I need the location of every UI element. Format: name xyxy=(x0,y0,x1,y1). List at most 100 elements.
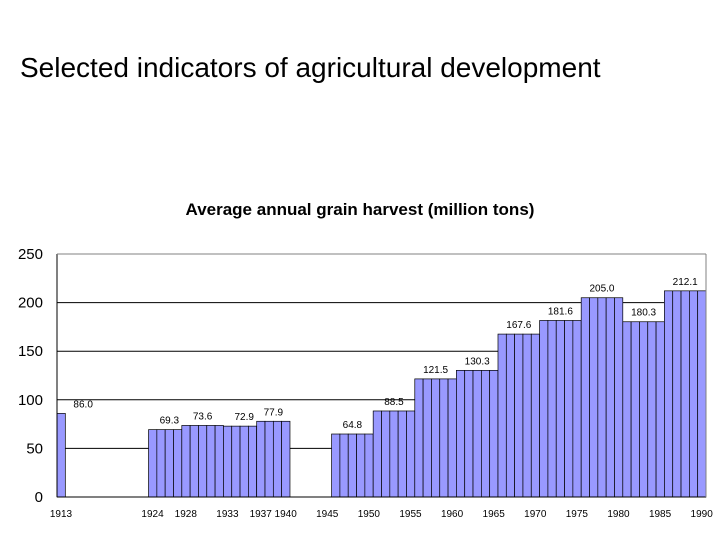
x-tick-label-1928: 1928 xyxy=(175,509,198,520)
bar-1940 xyxy=(281,420,291,498)
bar-1962 xyxy=(464,369,474,498)
bar-1938 xyxy=(264,420,274,498)
bar-1989 xyxy=(689,290,699,498)
bar-1988 xyxy=(680,290,690,498)
x-tick-label-1990: 1990 xyxy=(691,509,714,520)
data-label-8: 130.3 xyxy=(465,356,490,367)
x-tick-label-1933: 1933 xyxy=(216,509,239,520)
bar-1984 xyxy=(647,321,657,498)
bar-1929 xyxy=(189,425,199,498)
x-tick-labels: 1913 1924 1928 1933 1937 1940 1945 1950 1955 1960… xyxy=(50,509,713,520)
data-label-12: 180.3 xyxy=(631,308,656,319)
data-label-9: 167.6 xyxy=(506,320,531,331)
bar-1950 xyxy=(364,433,374,498)
slide-title: Selected indicators of agricultural deve… xyxy=(20,52,601,83)
data-label-4: 77.9 xyxy=(264,407,284,418)
x-tick-label-1950: 1950 xyxy=(358,509,381,520)
bar-1983 xyxy=(639,321,649,498)
bar-1949 xyxy=(356,433,366,498)
x-tick-label-1960: 1960 xyxy=(441,509,464,520)
axes xyxy=(56,253,707,498)
x-tick-label-1924: 1924 xyxy=(141,509,164,520)
bar-1936 xyxy=(248,425,258,498)
x-tick-label-1940: 1940 xyxy=(275,509,298,520)
bar-1957 xyxy=(422,378,432,498)
bar-1972 xyxy=(547,320,557,498)
data-label-11: 205.0 xyxy=(589,284,614,295)
data-label-13: 212.1 xyxy=(673,277,698,288)
bar-1970 xyxy=(530,333,540,498)
bar-1924 xyxy=(148,429,158,498)
bar-1969 xyxy=(522,333,532,498)
data-label-6: 88.5 xyxy=(384,397,404,408)
y-tick-label-50: 50 xyxy=(26,440,43,457)
bar-1955 xyxy=(406,410,416,498)
bar-1925 xyxy=(156,429,166,498)
data-label-2: 73.6 xyxy=(193,411,213,422)
bar-1956 xyxy=(414,378,424,498)
bar-1964 xyxy=(480,369,491,498)
bar-1948 xyxy=(347,433,357,498)
y-tick-label-250: 250 xyxy=(18,246,43,263)
x-tick-label-1937: 1937 xyxy=(250,509,273,520)
x-tick-label-1975: 1975 xyxy=(566,509,589,520)
bar-1952 xyxy=(381,410,391,498)
bar-1966 xyxy=(497,333,507,498)
x-tick-label-1980: 1980 xyxy=(607,509,630,520)
y-tick-labels: 0 50 100 150 200 250 xyxy=(18,246,43,506)
bar-1975 xyxy=(572,320,582,498)
bar-1980 xyxy=(614,297,624,498)
bar-1965 xyxy=(489,369,499,498)
x-tick-label-1945: 1945 xyxy=(316,509,339,520)
bar-1937 xyxy=(256,420,266,498)
x-tick-label-1965: 1965 xyxy=(483,509,506,520)
y-tick-label-100: 100 xyxy=(18,392,43,409)
bar-1967 xyxy=(505,333,515,498)
data-label-3: 72.9 xyxy=(234,412,254,423)
data-labels: 86.0 69.3 73.6 72.9 77.9 64.8 88.5 121.5 130.3 16… xyxy=(73,277,698,431)
bar-1987 xyxy=(672,290,682,498)
bar-1927 xyxy=(173,429,183,498)
data-label-1: 69.3 xyxy=(160,416,180,427)
bar-1953 xyxy=(389,410,399,498)
x-tick-label-1985: 1985 xyxy=(649,509,672,520)
data-label-0: 86.0 xyxy=(73,399,93,410)
bar-1930 xyxy=(198,425,208,498)
bar-1978 xyxy=(597,297,607,498)
bar-1951 xyxy=(372,410,382,498)
bars xyxy=(56,290,707,498)
bar-1928 xyxy=(181,425,191,498)
bar-1959 xyxy=(439,378,449,498)
bar-1973 xyxy=(555,320,565,498)
bar-1990 xyxy=(697,290,707,498)
bar-1971 xyxy=(539,320,549,498)
y-tick-label-200: 200 xyxy=(18,295,43,312)
bar-1977 xyxy=(589,297,599,498)
bar-1954 xyxy=(397,410,407,498)
data-label-7: 121.5 xyxy=(423,365,448,376)
bar-1986 xyxy=(664,290,674,498)
bar-1968 xyxy=(514,333,524,498)
bar-1976 xyxy=(580,297,590,498)
x-tick-label-1970: 1970 xyxy=(524,509,547,520)
y-tick-label-150: 150 xyxy=(18,343,43,360)
bar-1946 xyxy=(331,433,341,498)
bar-1974 xyxy=(564,320,574,498)
bar-1913 xyxy=(56,413,66,498)
data-label-10: 181.6 xyxy=(548,306,573,317)
bar-1985 xyxy=(655,321,665,498)
bar-1939 xyxy=(272,420,283,498)
bar-1963 xyxy=(472,369,482,498)
data-label-5: 64.8 xyxy=(343,420,363,431)
bar-1932 xyxy=(214,425,224,498)
bar-1931 xyxy=(206,425,216,498)
x-tick-label-1913: 1913 xyxy=(50,509,73,520)
bar-1926 xyxy=(164,429,174,498)
bar-1935 xyxy=(239,425,249,498)
y-tick-label-0: 0 xyxy=(35,489,43,506)
bar-1982 xyxy=(630,321,640,498)
bar-1947 xyxy=(339,433,349,498)
bar-1979 xyxy=(605,297,615,498)
bar-1960 xyxy=(447,378,457,498)
